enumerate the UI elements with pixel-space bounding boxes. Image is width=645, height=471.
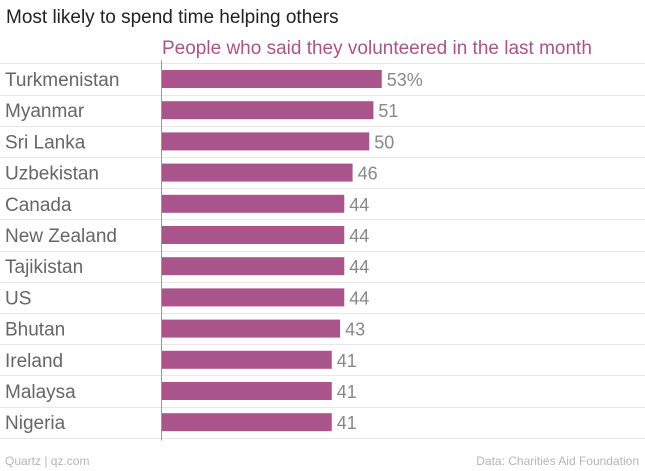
- chart-subtitle: People who said they volunteered in the …: [162, 38, 592, 59]
- bar: [161, 319, 341, 338]
- category-label: Bhutan: [5, 320, 65, 341]
- bar: [161, 132, 370, 151]
- bar: [161, 413, 332, 432]
- value-label: 46: [358, 164, 378, 184]
- category-label: Uzbekistan: [5, 164, 99, 185]
- value-label: 43: [345, 320, 365, 340]
- category-label: Canada: [5, 195, 72, 216]
- category-label: Ireland: [5, 351, 63, 372]
- labels: Turkmenistan 53% Myanmar 51 Sri Lanka 50 Uzbek…: [5, 70, 423, 434]
- category-label: Nigeria: [5, 413, 66, 434]
- value-label: 41: [337, 351, 357, 371]
- value-label: 44: [349, 195, 369, 215]
- gridlines: [0, 63, 645, 439]
- bar: [161, 163, 353, 182]
- value-label: 50: [374, 132, 394, 152]
- bar: [161, 257, 345, 276]
- value-label: 41: [337, 382, 357, 402]
- footer-source-right: Data: Charities Aid Foundation: [476, 454, 639, 468]
- value-label: 44: [349, 257, 369, 277]
- bar: [161, 350, 332, 369]
- bar: [161, 70, 382, 88]
- value-label: 51: [378, 101, 398, 121]
- bar: [161, 382, 332, 400]
- bars: [161, 70, 382, 432]
- bar: [161, 101, 374, 120]
- category-label: Sri Lanka: [5, 132, 86, 153]
- chart-title: Most likely to spend time helping others: [6, 7, 339, 28]
- value-label: 44: [349, 226, 369, 246]
- category-label: Turkmenistan: [5, 70, 119, 91]
- value-label: 44: [349, 288, 369, 308]
- value-label: 53%: [387, 70, 423, 90]
- value-label: 41: [337, 413, 357, 433]
- bar: [161, 288, 345, 307]
- category-label: Malaysa: [5, 382, 76, 403]
- category-label: Myanmar: [5, 101, 85, 122]
- footer-source-left: Quartz | qz.com: [5, 454, 90, 468]
- category-label: New Zealand: [5, 226, 117, 247]
- category-label: Tajikistan: [5, 257, 83, 278]
- bar: [161, 226, 345, 244]
- bar: [161, 194, 345, 213]
- category-label: US: [5, 288, 31, 309]
